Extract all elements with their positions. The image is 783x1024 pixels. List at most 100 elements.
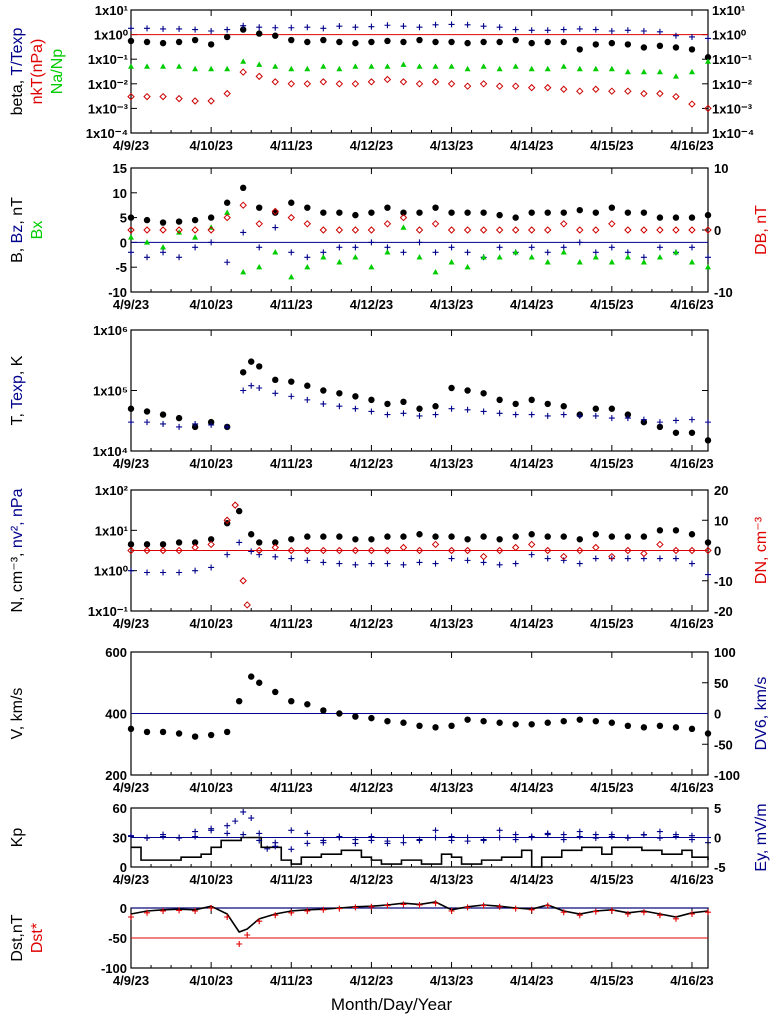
p1-beta-point (239, 26, 247, 33)
p1-ttexp-point (480, 23, 487, 30)
p7-ylabel2-part-0: Dst* (29, 923, 46, 953)
p2-xtick-label: 4/10/23 (189, 297, 232, 312)
p1-ttexp-point (688, 33, 695, 40)
p2-bx-point (368, 264, 375, 270)
p5-v-point (624, 722, 632, 729)
p2-bz-point (352, 244, 359, 251)
p3-t-point (512, 400, 519, 408)
p6-ey-point (560, 831, 567, 838)
p3-xtick-label: 4/16/23 (670, 456, 713, 471)
p2-b-point (688, 214, 696, 221)
p2-b-point (368, 209, 375, 216)
p5-v-point (159, 728, 167, 736)
p5-v-point (368, 714, 375, 722)
p5-v-point (480, 717, 487, 725)
p3-t-point (448, 384, 455, 392)
p5-dv6-point (432, 827, 439, 834)
p3-t-point (416, 405, 423, 412)
p6-ey-point (224, 822, 231, 829)
p1-ttexp-point (624, 27, 631, 34)
p1-nanp-point (464, 65, 471, 72)
p4-dn-point (351, 546, 360, 555)
p2-db-point (383, 220, 392, 228)
p2-bz-point (240, 229, 247, 236)
p1-nanp-point (672, 73, 679, 79)
p4-xtick-label: 4/11/23 (270, 616, 313, 631)
p4-n-point (640, 533, 648, 540)
p3-texp-point (705, 419, 711, 426)
p1-beta-point (704, 54, 712, 61)
p2-bx-point (544, 259, 551, 265)
p4-nv2-point (576, 560, 583, 567)
p6-ey-point (512, 831, 519, 838)
p3-texp-point (352, 405, 359, 412)
p5-dv6-point (248, 815, 255, 822)
p2-db-point (704, 226, 712, 234)
p2-db-point (447, 226, 456, 234)
p1-beta-point (624, 41, 632, 48)
p2-bz-point (432, 249, 439, 256)
p7-dst-point (656, 912, 663, 919)
p2-b-point (159, 219, 167, 226)
p1-beta-point (191, 36, 199, 44)
p5-ylabel-part-0: V, km/s (9, 688, 26, 740)
p3-texp-point (304, 396, 311, 403)
p1-beta-point (127, 37, 135, 45)
p1-beta-point (688, 46, 696, 53)
p2-bx-point (144, 239, 151, 245)
p1-ttexp-point (272, 24, 279, 31)
p2-bx-point (576, 259, 583, 265)
p5-v-point (512, 721, 519, 728)
p4-xtick-label: 4/16/23 (670, 616, 713, 631)
p6-ey-point (640, 831, 647, 838)
p1-ttexp-point (208, 28, 215, 35)
p1-nanp-point (304, 65, 311, 72)
p4-ytick-label: 1x10⁰ (94, 564, 129, 579)
p2-db-point (335, 226, 344, 234)
p5-v-point (288, 698, 295, 705)
p7-dst-point (400, 901, 407, 908)
p1-ytick-right-label: 1x10⁻³ (712, 101, 753, 116)
p6-ey-point (352, 840, 359, 847)
p4-nv2-point (272, 553, 279, 560)
p2-bx-point (288, 273, 295, 280)
p7-dst-point (672, 915, 679, 922)
p3-t-point (400, 398, 407, 406)
p2-xtick-label: 4/16/23 (670, 297, 713, 312)
p1-nanp-point (160, 63, 167, 69)
p1-beta-point (528, 39, 535, 47)
p6-ytick-label: 30 (113, 831, 127, 846)
p3-xtick-label: 4/11/23 (270, 456, 313, 471)
p7-xtick-label: 4/15/23 (590, 973, 633, 988)
p7-dst-point (320, 906, 327, 913)
p4-nv2-point (416, 559, 423, 566)
p7-dst-point (592, 908, 599, 915)
p4-ytick-right-label: -20 (714, 604, 733, 619)
p3-t-point (704, 437, 712, 444)
p2-db-point (239, 201, 247, 209)
p3-texp-point (144, 419, 151, 426)
p2-bz-point (608, 244, 615, 251)
p5-v-point (432, 724, 439, 731)
p5-ytick-right-label: -50 (714, 737, 733, 752)
p2-b-point (624, 209, 632, 216)
p1-nanp-point (416, 63, 423, 69)
p3-ylabel-part-2: , K (9, 355, 26, 375)
p7-xtick-label: 4/11/23 (270, 973, 313, 988)
p5-v-point (704, 730, 712, 737)
p2-ytick-right-label: 10 (714, 161, 728, 176)
p6-ytick-label: 60 (113, 801, 127, 816)
p1-beta-point (304, 38, 311, 46)
p2-bz-point (304, 254, 311, 261)
p4-dn-point (207, 540, 215, 549)
p5-ytick-label: 400 (105, 707, 127, 722)
p4-dn-point (231, 501, 239, 509)
p2-db-point (560, 220, 568, 228)
p3-t-point (143, 408, 151, 415)
p7-dst-point (416, 902, 423, 908)
p5-v-point (175, 730, 183, 737)
p4-dn-point (447, 546, 456, 555)
p1-beta-point (175, 38, 183, 46)
p4-n-point (624, 533, 632, 540)
p2-bz-point (256, 244, 263, 251)
